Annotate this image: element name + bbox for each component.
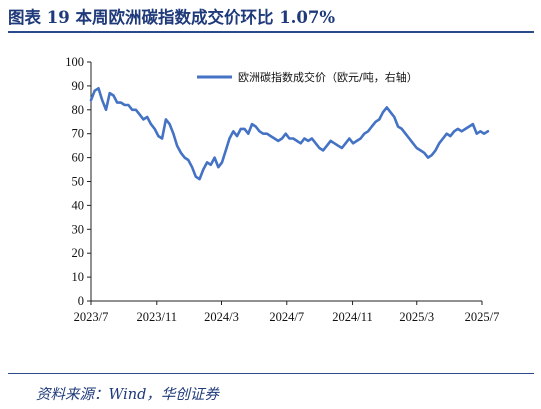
legend-label: 欧洲碳指数成交价（欧元/吨，右轴） [238,70,418,84]
y-tick-label: 20 [72,246,85,260]
y-tick-label: 10 [72,270,85,284]
x-tick-label: 2024/7 [269,310,304,324]
y-tick-label: 60 [72,151,85,165]
source-divider [8,373,534,374]
x-tick-label: 2023/11 [137,310,178,324]
x-tick-label: 2024/11 [332,310,373,324]
x-tick-label: 2025/3 [399,310,434,324]
x-tick-label: 2025/7 [465,310,500,324]
x-tick-label: 2024/3 [204,310,239,324]
y-tick-label: 70 [72,127,85,141]
series-line [89,86,490,181]
figure-title: 图表 19 本周欧洲碳指数成交价环比 1.07% [8,8,336,27]
plot-area [89,86,490,181]
x-axis: 2023/7 2023/11 2024/3 2024/7 2024/11 2025/3 20… [74,300,500,324]
x-tick-label: 2023/7 [74,310,109,324]
legend: 欧洲碳指数成交价（欧元/吨，右轴） [197,70,418,84]
y-tick-label: 90 [72,79,85,93]
y-tick-label: 100 [65,55,84,69]
source-note: 资料来源：Wind，华创证券 [36,387,219,403]
y-tick-label: 50 [72,175,85,189]
y-tick-label: 40 [72,198,85,212]
y-tick-label: 0 [78,294,84,308]
title-divider [8,31,534,33]
y-axis: 0 10 20 30 40 50 60 70 80 90 100 [65,55,92,308]
y-tick-label: 30 [72,222,85,236]
y-tick-label: 80 [72,103,85,117]
line-chart: 0 10 20 30 40 50 60 70 80 90 100 2023/7 2023/11 2024… [65,55,500,324]
